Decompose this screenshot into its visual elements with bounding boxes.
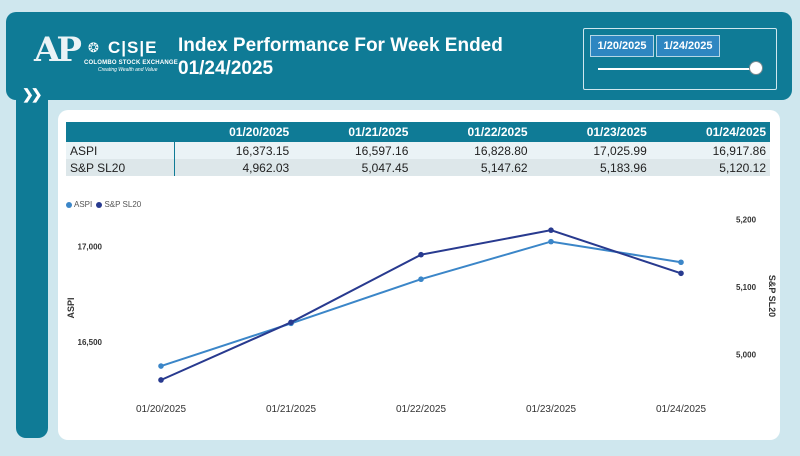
y-tick-label: 17,000 xyxy=(78,243,103,252)
table-cell: 16,597.16 xyxy=(293,142,413,159)
table-cell: 16,917.86 xyxy=(650,142,770,159)
bull-icon: ❂ xyxy=(88,40,99,55)
x-tick-label: 01/20/2025 xyxy=(136,404,186,415)
anniversary-logo: AP xyxy=(34,30,82,70)
start-date-input[interactable]: 1/20/2025 xyxy=(590,35,654,57)
x-tick-label: 01/23/2025 xyxy=(526,404,576,415)
column-header: 01/24/2025 xyxy=(650,122,770,142)
title-line-1: Index Performance For Week Ended xyxy=(178,35,503,56)
y2-tick-label: 5,000 xyxy=(736,350,757,359)
table-cell: 16,828.80 xyxy=(412,142,532,159)
column-header: 01/21/2025 xyxy=(293,122,413,142)
column-header xyxy=(66,122,174,142)
index-table: 01/20/2025 01/21/2025 01/22/2025 01/23/2… xyxy=(66,122,770,176)
table-cell: 17,025.99 xyxy=(531,142,651,159)
data-point xyxy=(548,227,554,233)
row-label: ASPI xyxy=(66,142,175,159)
y2-tick-label: 5,100 xyxy=(736,283,757,292)
table-cell: 5,047.45 xyxy=(293,159,413,176)
slider-handle[interactable] xyxy=(749,61,763,75)
data-point xyxy=(158,377,164,383)
table-cell: 5,120.12 xyxy=(650,159,770,176)
y2-axis-label: S&P SL20 xyxy=(767,275,777,317)
data-point xyxy=(548,238,554,245)
data-point xyxy=(288,319,294,326)
line-chart: 01/20/2025 01/21/2025 01/22/2025 01/23/2025… xyxy=(66,215,777,415)
date-slicer xyxy=(583,28,777,90)
data-point xyxy=(418,276,424,283)
cse-logo-letters: C|S|E xyxy=(108,38,158,57)
series-line-0 xyxy=(160,240,682,368)
x-tick-label: 01/24/2025 xyxy=(656,404,706,415)
column-header: 01/23/2025 xyxy=(531,122,651,142)
x-tick-label: 01/22/2025 xyxy=(396,404,446,415)
cse-logo-tagline: Creating Wealth and Value xyxy=(98,67,158,73)
y2-tick-label: 5,200 xyxy=(736,215,757,224)
chart-legend: ASPI S&P SL20 xyxy=(66,200,141,209)
slider-track[interactable] xyxy=(598,68,754,70)
title-line-2: 01/24/2025 xyxy=(178,58,274,79)
column-header: 01/22/2025 xyxy=(412,122,532,142)
table-cell: 4,962.03 xyxy=(174,159,294,176)
y-axis-label: ASPI xyxy=(66,297,76,318)
x-tick-label: 01/21/2025 xyxy=(266,404,316,415)
data-point xyxy=(418,251,424,258)
table-cell: 5,183.96 xyxy=(531,159,651,176)
expand-chevron-icon[interactable]: ❯❯ xyxy=(22,86,43,102)
table-cell: 16,373.15 xyxy=(174,142,294,159)
y-tick-label: 16,500 xyxy=(78,338,103,347)
table-row: ASPI 16,373.15 16,597.16 16,828.80 17,02… xyxy=(66,142,770,159)
legend-sl20-label: S&P SL20 xyxy=(104,200,142,209)
page-title: Index Performance For Week Ended 01/24/2… xyxy=(178,34,503,80)
data-point xyxy=(678,259,684,266)
legend-aspi-label: ASPI xyxy=(74,200,93,209)
cse-logo-name: COLOMBO STOCK EXCHANGE xyxy=(84,60,178,66)
row-label: S&P SL20 xyxy=(66,159,175,176)
data-point xyxy=(678,270,684,277)
legend-sl20-marker xyxy=(96,201,103,208)
table-header-row: 01/20/2025 01/21/2025 01/22/2025 01/23/2… xyxy=(66,122,770,142)
side-bar xyxy=(16,86,48,438)
data-point xyxy=(158,363,164,369)
table-cell: 5,147.62 xyxy=(412,159,532,176)
legend-aspi-marker xyxy=(66,201,72,208)
table-row: S&P SL20 4,962.03 5,047.45 5,147.62 5,18… xyxy=(66,159,770,176)
column-header: 01/20/2025 xyxy=(174,122,294,142)
end-date-input[interactable]: 1/24/2025 xyxy=(656,35,720,57)
